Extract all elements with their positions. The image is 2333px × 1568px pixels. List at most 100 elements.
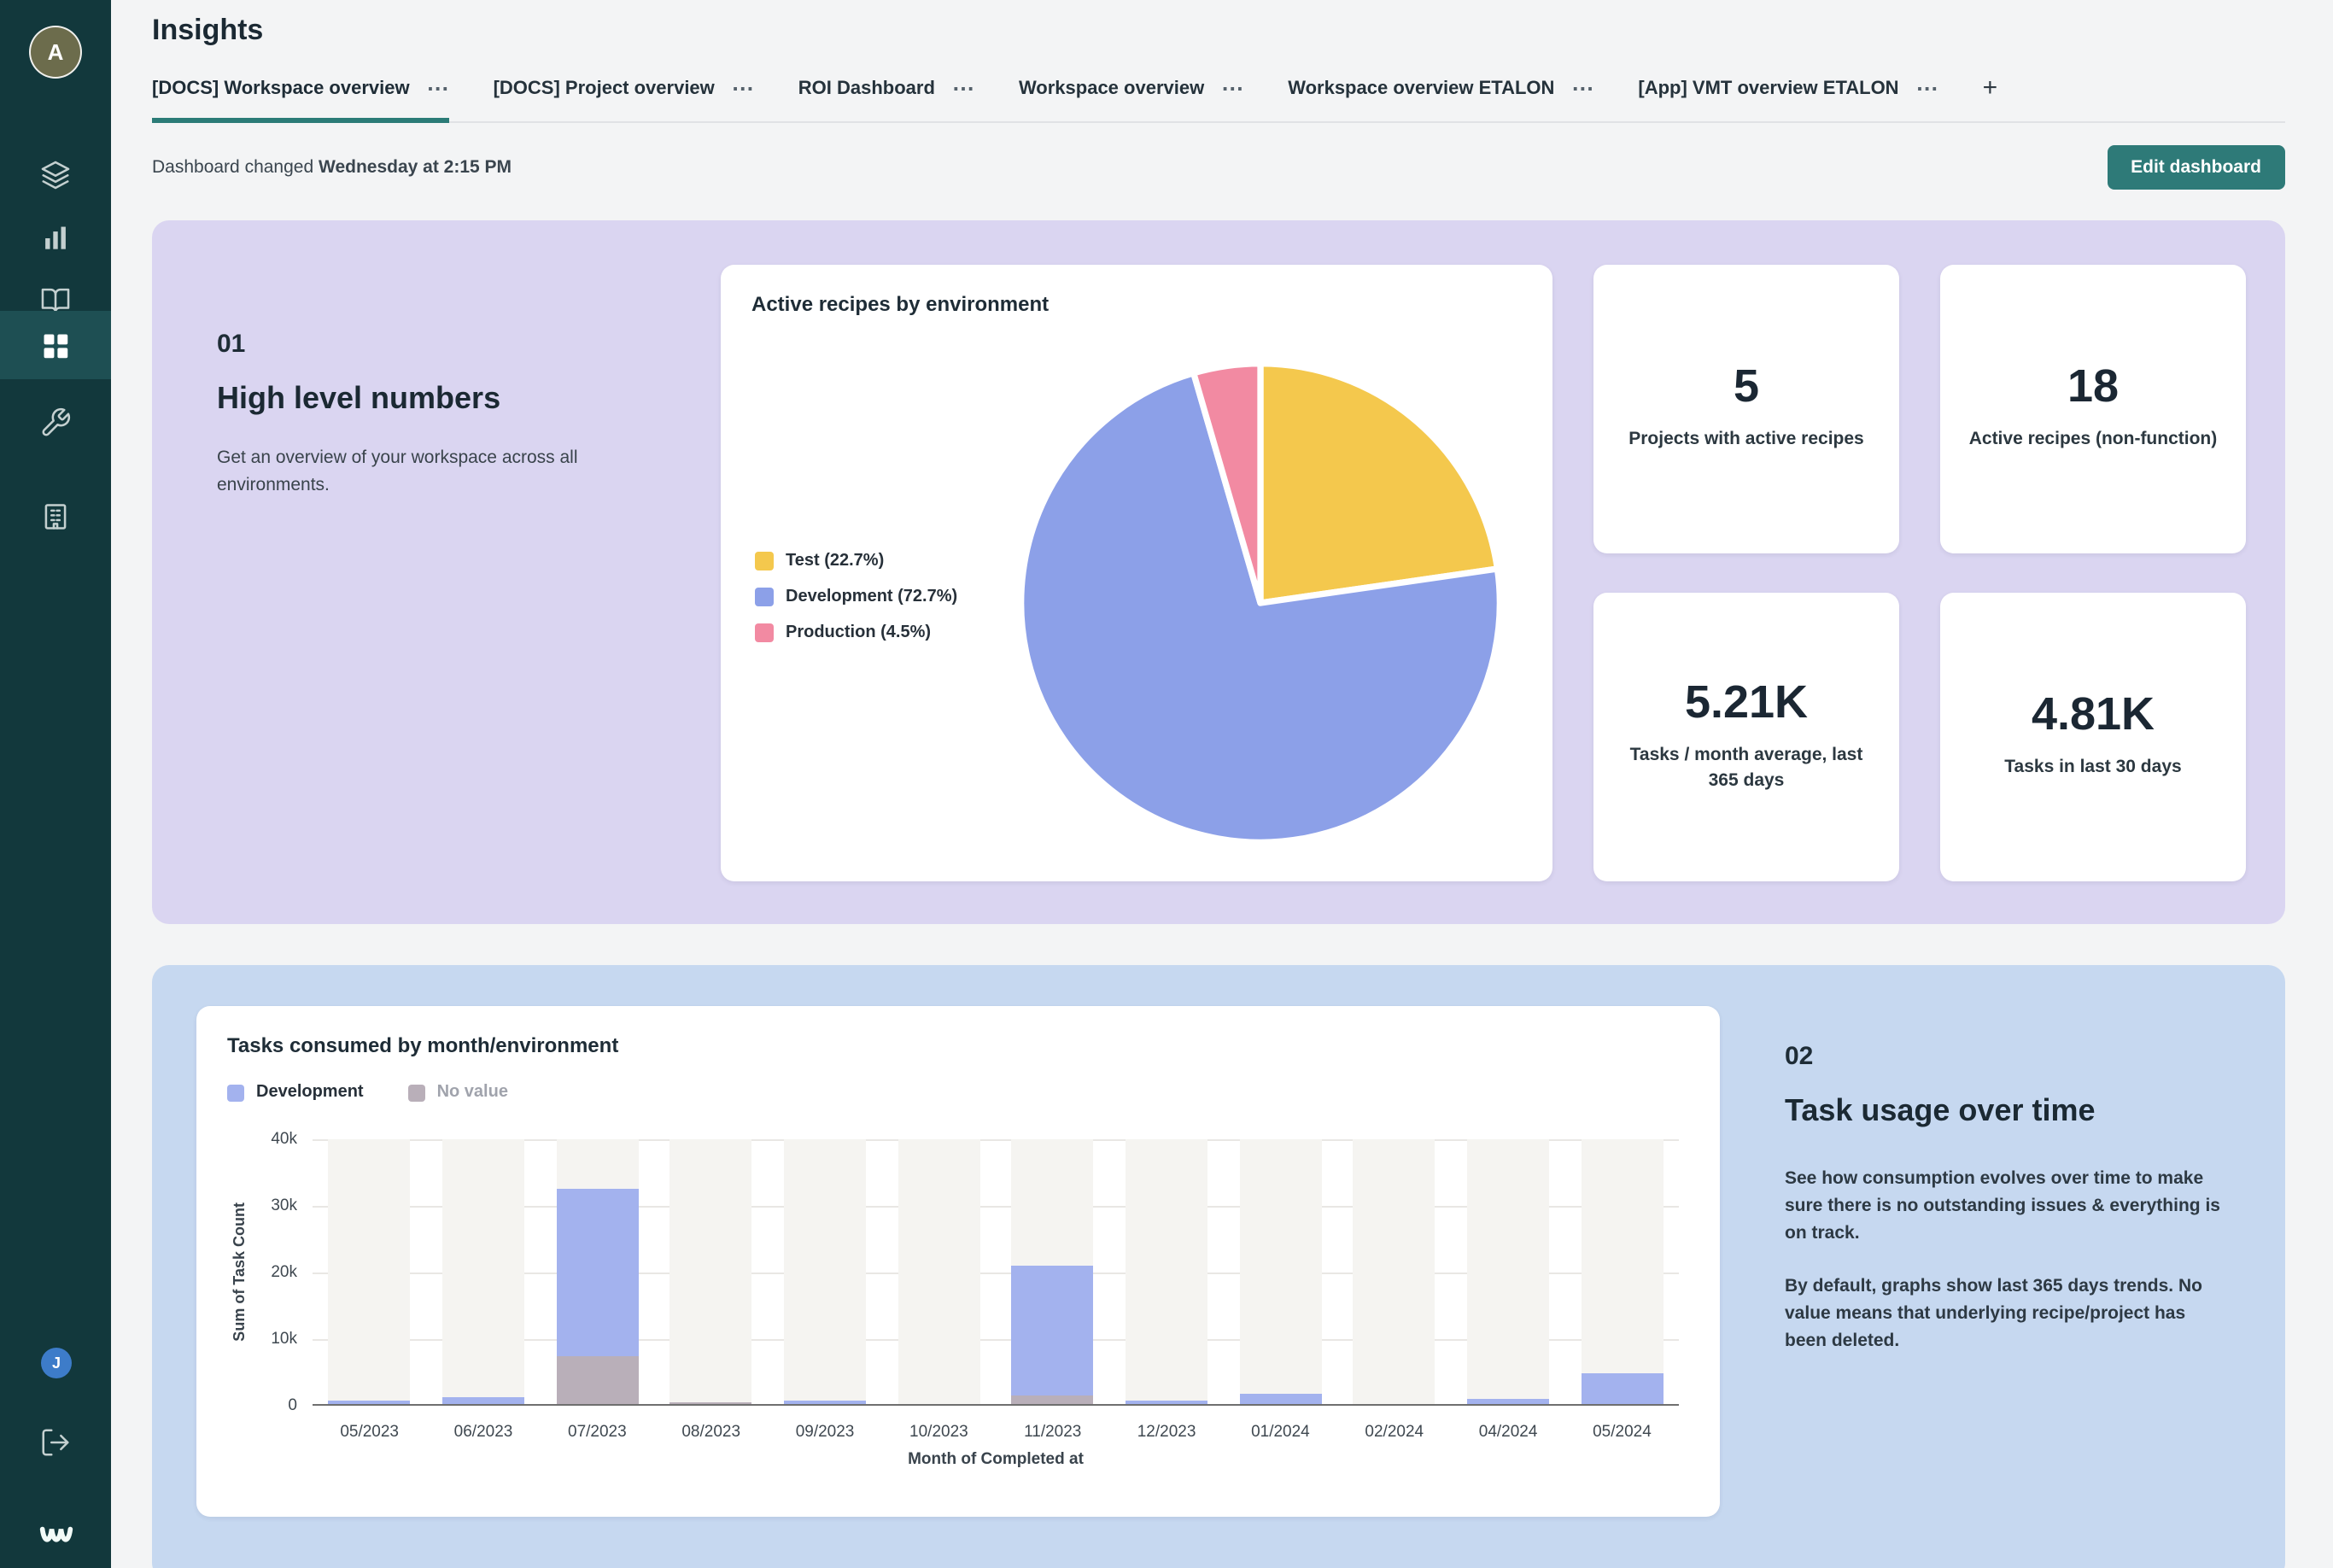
section1-title: High level numbers bbox=[217, 381, 501, 415]
legend-label: Development bbox=[256, 1083, 364, 1102]
bar-track bbox=[1353, 1139, 1435, 1406]
gridline bbox=[313, 1206, 1679, 1208]
stat-value: 5 bbox=[1733, 360, 1760, 412]
bar-column bbox=[1451, 1139, 1564, 1406]
bar-column bbox=[768, 1139, 881, 1406]
section1-text: 01 High level numbers Get an overview of… bbox=[217, 265, 721, 881]
bar-track bbox=[328, 1139, 411, 1406]
bar-stack bbox=[1239, 1394, 1322, 1406]
stat-card-active-recipes: 18 Active recipes (non-function) bbox=[1940, 265, 2246, 553]
bar-track bbox=[1126, 1139, 1208, 1406]
sidebar-item-organization[interactable] bbox=[0, 485, 111, 547]
bar-column bbox=[1337, 1139, 1451, 1406]
bar-segment-development bbox=[442, 1397, 524, 1403]
bar-y-axis-title: Sum of Task Count bbox=[231, 1202, 248, 1343]
legend-swatch bbox=[755, 623, 774, 642]
dashboard-grid-icon bbox=[39, 329, 72, 361]
stat-label: Tasks in last 30 days bbox=[2004, 757, 2182, 778]
y-tick-label: 20k bbox=[271, 1263, 297, 1282]
stat-label: Projects with active recipes bbox=[1628, 429, 1864, 450]
tab-more-icon[interactable]: ⋯ bbox=[426, 75, 449, 101]
pie-legend-item: Production (4.5%) bbox=[755, 623, 957, 642]
section1-description: Get an overview of your workspace across… bbox=[217, 448, 578, 496]
tab-bar: [DOCS] Workspace overview ⋯ [DOCS] Project… bbox=[152, 75, 2285, 123]
section1-number: 01 bbox=[217, 330, 246, 359]
bar-stack bbox=[1011, 1266, 1094, 1406]
legend-label: No value bbox=[436, 1083, 508, 1102]
x-tick-label: 09/2023 bbox=[795, 1423, 855, 1442]
bar-track bbox=[1239, 1139, 1322, 1406]
sidebar-item-activity[interactable] bbox=[0, 207, 111, 268]
stat-label: Active recipes (non-function) bbox=[1968, 429, 2218, 450]
y-tick-label: 10k bbox=[271, 1330, 297, 1349]
sidebar-item-recipes[interactable] bbox=[0, 143, 111, 205]
tab-more-icon[interactable]: ⋯ bbox=[951, 75, 974, 101]
bar-column bbox=[996, 1139, 1109, 1406]
pie-slice-production bbox=[1190, 360, 1264, 606]
bar-track bbox=[1581, 1139, 1664, 1406]
tab-6[interactable]: [App] VMT overview ETALON ⋯ bbox=[1638, 77, 1938, 123]
pie-chart-title: Active recipes by environment bbox=[751, 292, 1050, 316]
bar-segment-development bbox=[556, 1189, 639, 1356]
tab-more-icon[interactable]: ⋯ bbox=[1915, 75, 1938, 101]
legend-swatch bbox=[407, 1084, 425, 1101]
dashboard-changed-text: Dashboard changed Wednesday at 2:15 PM bbox=[152, 156, 512, 177]
sidebar-item-dashboard[interactable] bbox=[0, 311, 111, 379]
tab-label: [DOCS] Workspace overview bbox=[152, 78, 410, 98]
bar-segment-development bbox=[1011, 1266, 1094, 1396]
tab-2[interactable]: [DOCS] Project overview ⋯ bbox=[494, 77, 754, 123]
tab-label: [DOCS] Project overview bbox=[493, 78, 715, 98]
page-title: Insights bbox=[152, 14, 264, 46]
x-tick-label: 07/2023 bbox=[568, 1423, 627, 1442]
sidebar-item-logout[interactable] bbox=[0, 1411, 111, 1472]
layers-icon bbox=[39, 158, 72, 190]
legend-label: Test (22.7%) bbox=[786, 552, 885, 570]
bar-track bbox=[442, 1139, 524, 1406]
stat-card-tasks-30-days: 4.81K Tasks in last 30 days bbox=[1940, 593, 2246, 881]
bar-segment-development bbox=[1581, 1373, 1664, 1406]
tab-1[interactable]: [DOCS] Workspace overview ⋯ bbox=[152, 77, 449, 123]
bar-legend-item: Development bbox=[227, 1083, 364, 1102]
bar-track bbox=[1467, 1139, 1550, 1406]
bar-stack bbox=[1581, 1373, 1664, 1406]
add-tab-button[interactable]: + bbox=[1982, 73, 1998, 102]
tab-label: Workspace overview bbox=[1018, 78, 1205, 98]
bar-columns bbox=[313, 1139, 1679, 1406]
stat-value: 5.21K bbox=[1684, 676, 1809, 728]
bar-track bbox=[556, 1139, 639, 1406]
x-tick-label: 05/2024 bbox=[1593, 1423, 1652, 1442]
bar-legend: Development No value bbox=[227, 1083, 1689, 1102]
pie-legend-item: Test (22.7%) bbox=[755, 552, 957, 570]
legend-label: Production (4.5%) bbox=[786, 623, 932, 642]
user-avatar[interactable]: J bbox=[41, 1348, 72, 1378]
tab-4[interactable]: Workspace overview ⋯ bbox=[1019, 77, 1243, 123]
y-tick-label: 0 bbox=[288, 1396, 297, 1415]
tab-label: ROI Dashboard bbox=[798, 78, 935, 98]
stats-grid: 5 Projects with active recipes 18 Active… bbox=[1593, 265, 2246, 881]
tab-more-icon[interactable]: ⋯ bbox=[1221, 75, 1244, 101]
section2-text: 02 Task usage over time See how consumpt… bbox=[1785, 1006, 2225, 1568]
bar-stack bbox=[1467, 1399, 1550, 1406]
bar-segment-development bbox=[1126, 1400, 1208, 1403]
bar-column bbox=[541, 1139, 654, 1406]
changed-timestamp: Wednesday at 2:15 PM bbox=[319, 156, 512, 177]
bar-column bbox=[426, 1139, 540, 1406]
edit-dashboard-button[interactable]: Edit dashboard bbox=[2107, 144, 2285, 189]
bar-track bbox=[669, 1139, 752, 1406]
tab-more-icon[interactable]: ⋯ bbox=[1571, 75, 1594, 101]
workato-logo[interactable] bbox=[0, 1513, 111, 1554]
section2-number: 02 bbox=[1785, 1042, 1814, 1071]
workspace-avatar[interactable]: A bbox=[29, 26, 82, 79]
pie-chart bbox=[1018, 360, 1503, 845]
tab-3[interactable]: ROI Dashboard ⋯ bbox=[798, 77, 974, 123]
sidebar-item-library[interactable] bbox=[0, 268, 111, 330]
stat-label: Tasks / month average, last 365 days bbox=[1629, 744, 1863, 791]
bar-column bbox=[882, 1139, 996, 1406]
sidebar-item-tools[interactable] bbox=[0, 391, 111, 453]
building-icon bbox=[39, 500, 72, 532]
tab-more-icon[interactable]: ⋯ bbox=[731, 75, 754, 101]
section2-title: Task usage over time bbox=[1785, 1093, 2096, 1127]
section-high-level-numbers: 01 High level numbers Get an overview of… bbox=[152, 220, 2285, 924]
x-tick-label: 06/2023 bbox=[453, 1423, 513, 1442]
tab-5[interactable]: Workspace overview ETALON ⋯ bbox=[1288, 77, 1593, 123]
